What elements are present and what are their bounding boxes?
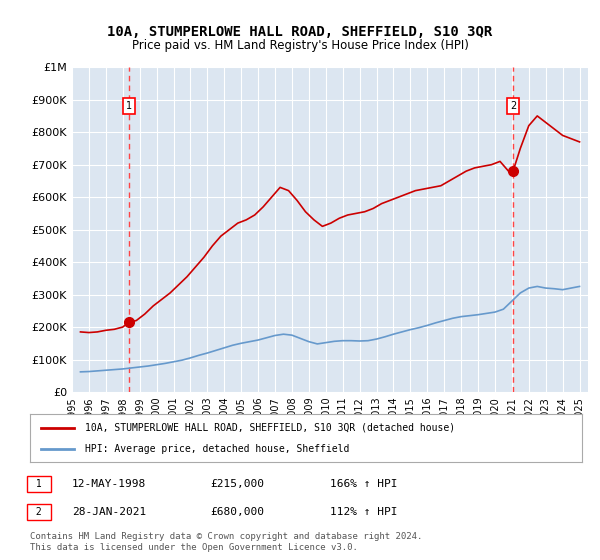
Text: 2: 2 — [510, 101, 516, 111]
Text: £215,000: £215,000 — [210, 479, 264, 489]
Text: HPI: Average price, detached house, Sheffield: HPI: Average price, detached house, Shef… — [85, 444, 350, 454]
Text: 112% ↑ HPI: 112% ↑ HPI — [330, 507, 398, 517]
Text: 10A, STUMPERLOWE HALL ROAD, SHEFFIELD, S10 3QR: 10A, STUMPERLOWE HALL ROAD, SHEFFIELD, S… — [107, 25, 493, 39]
Text: 166% ↑ HPI: 166% ↑ HPI — [330, 479, 398, 489]
Text: 1: 1 — [30, 479, 47, 489]
Text: 2: 2 — [30, 507, 47, 517]
Text: 28-JAN-2021: 28-JAN-2021 — [72, 507, 146, 517]
Text: Price paid vs. HM Land Registry's House Price Index (HPI): Price paid vs. HM Land Registry's House … — [131, 39, 469, 52]
Text: 10A, STUMPERLOWE HALL ROAD, SHEFFIELD, S10 3QR (detached house): 10A, STUMPERLOWE HALL ROAD, SHEFFIELD, S… — [85, 423, 455, 433]
Text: £680,000: £680,000 — [210, 507, 264, 517]
Text: Contains HM Land Registry data © Crown copyright and database right 2024.
This d: Contains HM Land Registry data © Crown c… — [30, 532, 422, 552]
Text: 12-MAY-1998: 12-MAY-1998 — [72, 479, 146, 489]
Text: 1: 1 — [126, 101, 132, 111]
